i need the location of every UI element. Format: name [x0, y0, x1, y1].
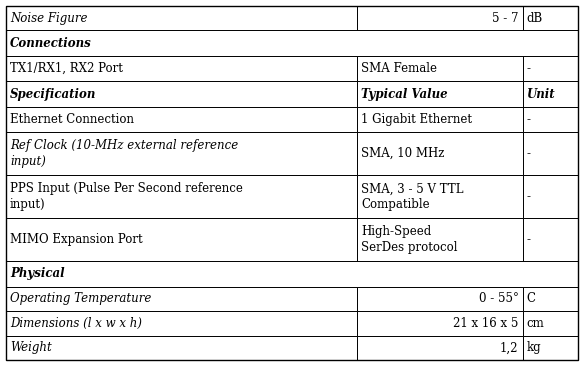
- Text: Physical: Physical: [10, 268, 65, 280]
- Text: 21 x 16 x 5: 21 x 16 x 5: [453, 317, 519, 330]
- Text: C: C: [527, 292, 536, 305]
- Text: -: -: [527, 113, 530, 126]
- Text: SMA, 10 MHz: SMA, 10 MHz: [361, 147, 444, 160]
- Text: SMA, 3 - 5 V TTL
Compatible: SMA, 3 - 5 V TTL Compatible: [361, 182, 464, 211]
- Text: PPS Input (Pulse Per Second reference
input): PPS Input (Pulse Per Second reference in…: [10, 182, 243, 211]
- Bar: [523, 56, 578, 81]
- Text: -: -: [527, 190, 530, 203]
- Text: High-Speed
SerDes protocol: High-Speed SerDes protocol: [361, 225, 458, 254]
- Bar: [6, 81, 357, 107]
- Bar: [523, 175, 578, 218]
- Bar: [357, 56, 523, 81]
- Bar: [6, 132, 357, 175]
- Text: dB: dB: [527, 12, 543, 25]
- Text: Connections: Connections: [10, 37, 92, 50]
- Bar: [357, 311, 523, 336]
- Bar: [357, 132, 523, 175]
- Text: cm: cm: [527, 317, 544, 330]
- Bar: [6, 107, 357, 132]
- Text: 1 Gigabit Ethernet: 1 Gigabit Ethernet: [361, 113, 472, 126]
- Bar: [523, 287, 578, 311]
- Bar: [523, 107, 578, 132]
- Bar: [6, 261, 578, 287]
- Bar: [357, 218, 523, 261]
- Text: Ethernet Connection: Ethernet Connection: [10, 113, 134, 126]
- Bar: [6, 56, 357, 81]
- Text: -: -: [527, 62, 530, 75]
- Bar: [6, 287, 357, 311]
- Bar: [357, 287, 523, 311]
- Text: 0 - 55°: 0 - 55°: [479, 292, 519, 305]
- Bar: [523, 311, 578, 336]
- Bar: [6, 175, 357, 218]
- Text: Typical Value: Typical Value: [361, 87, 448, 101]
- Text: 5 - 7: 5 - 7: [492, 12, 519, 25]
- Text: kg: kg: [527, 341, 541, 354]
- Bar: [523, 6, 578, 30]
- Text: Dimensions (l x w x h): Dimensions (l x w x h): [10, 317, 142, 330]
- Bar: [357, 336, 523, 360]
- Text: Ref Clock (10-MHz external reference
input): Ref Clock (10-MHz external reference inp…: [10, 139, 238, 168]
- Bar: [523, 218, 578, 261]
- Bar: [357, 6, 523, 30]
- Text: -: -: [527, 147, 530, 160]
- Text: Operating Temperature: Operating Temperature: [10, 292, 151, 305]
- Bar: [6, 6, 357, 30]
- Text: MIMO Expansion Port: MIMO Expansion Port: [10, 233, 142, 246]
- Bar: [6, 336, 357, 360]
- Bar: [523, 81, 578, 107]
- Text: TX1/RX1, RX2 Port: TX1/RX1, RX2 Port: [10, 62, 123, 75]
- Bar: [6, 218, 357, 261]
- Text: SMA Female: SMA Female: [361, 62, 437, 75]
- Text: -: -: [527, 233, 530, 246]
- Bar: [523, 336, 578, 360]
- Bar: [357, 107, 523, 132]
- Bar: [6, 30, 578, 56]
- Text: Unit: Unit: [527, 87, 555, 101]
- Bar: [523, 132, 578, 175]
- Bar: [357, 81, 523, 107]
- Bar: [6, 311, 357, 336]
- Text: Weight: Weight: [10, 341, 52, 354]
- Text: Noise Figure: Noise Figure: [10, 12, 88, 25]
- Bar: [357, 175, 523, 218]
- Text: 1,2: 1,2: [500, 341, 519, 354]
- Text: Specification: Specification: [10, 87, 96, 101]
